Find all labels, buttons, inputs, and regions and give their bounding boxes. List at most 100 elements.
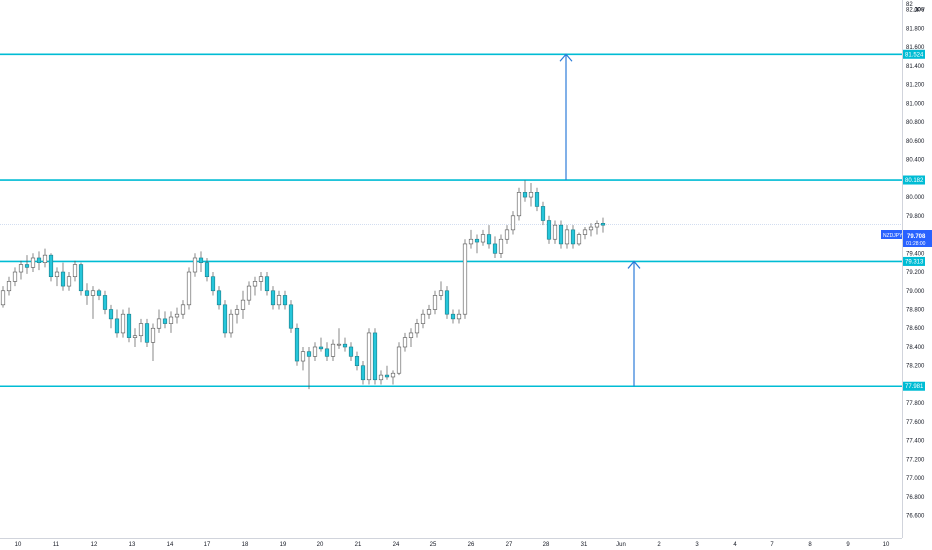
candle-17 xyxy=(102,290,108,315)
candle-29 xyxy=(174,307,180,324)
candle-84 xyxy=(504,225,510,244)
level-label-0: 81.524 xyxy=(905,52,924,58)
candle-14 xyxy=(84,283,90,305)
date-tick-9: 21 xyxy=(355,542,362,548)
candle-83 xyxy=(498,234,504,258)
candle-body-73 xyxy=(438,290,444,296)
last-price-label: 79.708 xyxy=(907,234,926,240)
price-tick-26: 76.800 xyxy=(906,495,925,501)
date-tick-23: 10 xyxy=(883,542,890,548)
candle-22 xyxy=(132,328,138,347)
price-tick-7: 80.600 xyxy=(906,139,925,145)
candle-73 xyxy=(438,281,444,301)
candle-59 xyxy=(354,351,360,371)
candle-48 xyxy=(288,300,294,333)
price-tick-22: 77.600 xyxy=(906,420,925,426)
level-label-bg-1 xyxy=(903,175,925,185)
price-axis[interactable]: 82 JPY 82.00081.80081.60081.40081.20081.… xyxy=(881,0,932,538)
date-tick-6: 18 xyxy=(242,542,249,548)
time-axis[interactable]: 10 11 12 13 14 17 18 19 20 21 24 25 26 27 28 31 Jun 2 3 4 7 8… xyxy=(0,538,902,549)
candle-body-6 xyxy=(36,257,42,263)
candle-body-11 xyxy=(66,276,72,287)
candle-body-91 xyxy=(546,220,552,240)
price-tick-16: 78.800 xyxy=(906,308,925,314)
price-tick-17: 78.600 xyxy=(906,326,925,332)
candle-87 xyxy=(522,180,528,202)
price-tick-2: 81.600 xyxy=(906,45,925,51)
candle-93 xyxy=(558,220,564,249)
candle-28 xyxy=(168,311,174,333)
candle-6 xyxy=(36,251,42,271)
candle-79 xyxy=(474,234,480,254)
price-tick-5: 81.000 xyxy=(906,101,925,107)
level-label-3: 77.981 xyxy=(905,384,924,390)
price-tick-1: 81.800 xyxy=(906,26,925,32)
candle-69 xyxy=(414,318,420,338)
candle-body-29 xyxy=(174,313,180,318)
candle-body-17 xyxy=(102,295,108,310)
candle-82 xyxy=(492,236,498,258)
arrow-head-0 xyxy=(559,53,573,62)
candle-67 xyxy=(402,332,408,352)
candle-body-54 xyxy=(324,348,330,357)
candle-100 xyxy=(600,217,606,233)
candle-46 xyxy=(276,290,282,310)
candle-63 xyxy=(378,370,384,385)
candle-90 xyxy=(540,201,546,226)
candle-40 xyxy=(240,290,246,319)
candle-55 xyxy=(330,339,336,362)
candle-54 xyxy=(324,342,330,362)
plot-area[interactable] xyxy=(0,0,902,538)
candle-body-4 xyxy=(24,264,30,268)
price-tick-8: 80.400 xyxy=(906,158,925,164)
candle-43 xyxy=(258,272,264,291)
candle-body-50 xyxy=(300,351,306,362)
candle-10 xyxy=(60,262,66,291)
candle-body-48 xyxy=(288,304,294,329)
candle-body-18 xyxy=(108,309,114,320)
candle-60 xyxy=(360,361,366,385)
candle-11 xyxy=(66,272,72,291)
candle-body-49 xyxy=(294,327,300,362)
candle-body-42 xyxy=(252,281,258,287)
candle-15 xyxy=(90,286,96,319)
candle-body-25 xyxy=(150,327,156,343)
candle-body-38 xyxy=(228,313,234,334)
candle-32 xyxy=(192,253,198,277)
price-tick-13: 79.400 xyxy=(906,251,925,257)
candle-47 xyxy=(282,290,288,310)
horizontal-levels xyxy=(0,53,902,388)
date-tick-17: 2 xyxy=(657,542,661,548)
date-tick-4: 14 xyxy=(167,542,174,548)
candle-body-94 xyxy=(564,229,570,245)
candle-30 xyxy=(180,300,186,319)
candle-body-14 xyxy=(84,290,90,296)
candle-68 xyxy=(408,328,414,347)
candle-body-30 xyxy=(180,304,186,315)
candle-body-59 xyxy=(354,356,360,367)
date-tick-21: 8 xyxy=(808,542,812,548)
candle-body-70 xyxy=(420,313,426,324)
currency-label: JPY xyxy=(914,8,925,14)
date-tick-7: 19 xyxy=(280,542,287,548)
candle-body-5 xyxy=(30,257,36,268)
candle-body-81 xyxy=(486,234,492,245)
candle-body-40 xyxy=(240,299,246,310)
candle-44 xyxy=(264,272,270,296)
candle-64 xyxy=(384,365,390,380)
candle-3 xyxy=(18,260,24,280)
candle-96 xyxy=(576,232,582,246)
candle-58 xyxy=(348,342,354,362)
candle-9 xyxy=(54,267,60,287)
candle-71 xyxy=(426,304,432,319)
arrow-head-1 xyxy=(627,260,641,269)
candle-body-22 xyxy=(132,335,138,338)
candle-body-36 xyxy=(216,290,222,306)
candle-body-86 xyxy=(516,192,522,217)
candle-body-13 xyxy=(78,264,84,292)
candle-body-97 xyxy=(582,229,588,235)
date-tick-22: 9 xyxy=(846,542,850,548)
candle-body-9 xyxy=(54,271,60,278)
candle-body-63 xyxy=(378,374,384,381)
